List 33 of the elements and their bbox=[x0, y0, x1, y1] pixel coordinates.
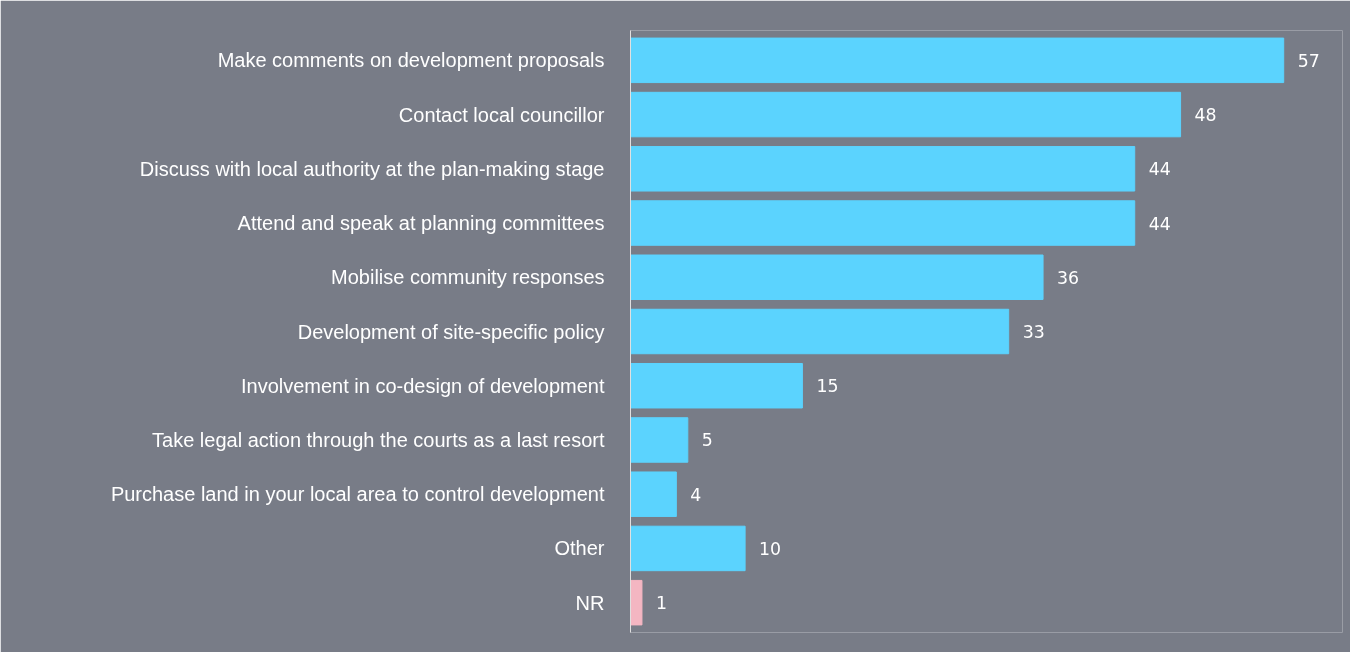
y-tick-label: Make comments on development proposals bbox=[217, 49, 605, 72]
y-tick-label: Other bbox=[554, 537, 605, 560]
y-tick-label: Involvement in co-design of development bbox=[240, 374, 605, 397]
data-label: 48 bbox=[1194, 105, 1217, 126]
bar bbox=[630, 471, 677, 517]
y-tick-label: NR bbox=[575, 591, 605, 614]
bar bbox=[630, 37, 1285, 84]
data-label: 36 bbox=[1057, 267, 1080, 288]
data-label: 4 bbox=[690, 484, 702, 505]
bar bbox=[630, 308, 1010, 355]
bar bbox=[630, 363, 803, 409]
bar bbox=[630, 200, 1136, 246]
bar bbox=[630, 525, 746, 572]
y-tick-label: Discuss with local authority at the plan-making stage bbox=[139, 157, 605, 180]
y-tick-label: Purchase land in your local area to control development bbox=[110, 483, 605, 506]
y-tick-label: Mobilise community responses bbox=[331, 266, 605, 289]
bar bbox=[630, 146, 1136, 192]
bar bbox=[630, 91, 1182, 138]
data-label: 44 bbox=[1148, 159, 1171, 180]
y-tick-label: Take legal action through the courts as a last resort bbox=[152, 428, 605, 451]
data-label: 15 bbox=[816, 376, 839, 397]
y-tick-label: Attend and speak at planning committees bbox=[237, 212, 605, 235]
bar bbox=[630, 417, 689, 463]
bar bbox=[630, 254, 1044, 300]
data-label: 33 bbox=[1022, 322, 1045, 342]
data-label: 5 bbox=[701, 430, 713, 451]
data-label: 1 bbox=[655, 593, 667, 614]
y-tick-label: Contact local councillor bbox=[398, 103, 605, 126]
y-tick-label: Development of site-specific policy bbox=[297, 320, 605, 343]
data-label: 10 bbox=[759, 538, 782, 559]
data-label: 57 bbox=[1297, 50, 1320, 71]
bar bbox=[630, 579, 643, 626]
data-label: 44 bbox=[1148, 213, 1171, 234]
